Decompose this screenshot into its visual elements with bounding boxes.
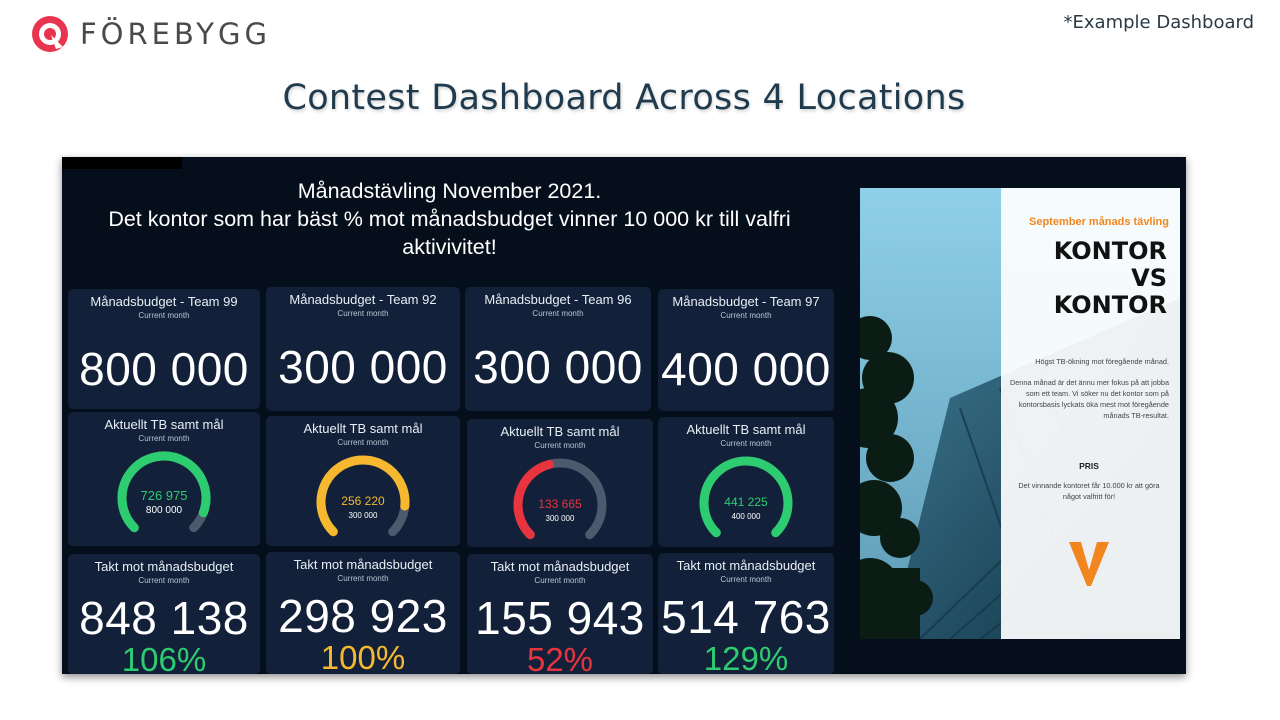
headline-line-1: Månadstävling November 2021. bbox=[297, 179, 602, 203]
tile-title: Aktuellt TB samt mål bbox=[686, 422, 806, 437]
tile-subtitle: Current month bbox=[720, 439, 772, 448]
pace-tile-team-92: Takt mot månadsbudget Current month 298 … bbox=[266, 552, 460, 674]
budget-tile-team-97: Månadsbudget - Team 97 Current month 400… bbox=[658, 289, 834, 411]
tile-subtitle: Current month bbox=[138, 311, 190, 320]
tile-title: Aktuellt TB samt mål bbox=[104, 417, 224, 432]
gauge-goal: 400 000 bbox=[731, 512, 761, 521]
gauge: 256 220 300 000 bbox=[309, 452, 417, 552]
poster-headline-line: KONTOR bbox=[1053, 291, 1167, 319]
poster-prize-label: PRIS bbox=[1079, 461, 1099, 471]
budget-value: 400 000 bbox=[661, 343, 831, 395]
tile-title: Månadsbudget - Team 99 bbox=[90, 294, 238, 309]
pace-tile-team-97: Takt mot månadsbudget Current month 514 … bbox=[658, 553, 834, 674]
tile-title: Takt mot månadsbudget bbox=[94, 559, 234, 574]
budget-tile-team-99: Månadsbudget - Team 99 Current month 800… bbox=[68, 289, 260, 409]
brand-logo: FÖREBYGG bbox=[30, 14, 271, 54]
budget-value: 300 000 bbox=[473, 341, 643, 393]
gauge-tile-team-96: Aktuellt TB samt mål Current month 133 6… bbox=[467, 419, 653, 547]
gauge-tile-team-99: Aktuellt TB samt mål Current month 726 9… bbox=[68, 412, 260, 546]
pace-percent: 106% bbox=[121, 641, 207, 675]
contest-poster: September månads tävling KONTOR VS KONTO… bbox=[860, 188, 1180, 639]
tile-subtitle: Current month bbox=[720, 311, 772, 320]
tile-title: Månadsbudget - Team 97 bbox=[672, 294, 820, 309]
budget-tile-team-96: Månadsbudget - Team 96 Current month 300… bbox=[465, 287, 651, 411]
gauge-tile-team-97: Aktuellt TB samt mål Current month 441 2… bbox=[658, 417, 834, 547]
poster-text-1: Högst TB-ökning mot föregående månad. bbox=[1035, 357, 1169, 366]
tile-subtitle: Current month bbox=[532, 309, 584, 318]
poster-headline-line: VS bbox=[1131, 264, 1167, 292]
budget-value: 800 000 bbox=[79, 343, 249, 395]
tile-title: Månadsbudget - Team 96 bbox=[484, 292, 632, 307]
pace-tile-team-96: Takt mot månadsbudget Current month 155 … bbox=[467, 554, 653, 674]
tile-subtitle: Current month bbox=[138, 434, 190, 443]
budget-tile-team-92: Månadsbudget - Team 92 Current month 300… bbox=[266, 287, 460, 411]
budget-value: 300 000 bbox=[278, 341, 448, 393]
gauge: 726 975 800 000 bbox=[110, 448, 218, 548]
pace-percent: 129% bbox=[703, 640, 789, 675]
tile-title: Takt mot månadsbudget bbox=[490, 559, 630, 574]
pace-tile-team-99: Takt mot månadsbudget Current month 848 … bbox=[68, 554, 260, 674]
example-note: *Example Dashboard bbox=[1063, 12, 1254, 33]
gauge-value: 726 975 bbox=[140, 488, 188, 503]
gauge-value: 133 665 bbox=[538, 497, 582, 511]
pace-value: 848 138 bbox=[79, 592, 249, 644]
poster-text-2: Denna månad är det ännu mer fokus på att… bbox=[1009, 378, 1169, 420]
pace-value: 298 923 bbox=[278, 590, 448, 642]
tile-subtitle: Current month bbox=[337, 309, 389, 318]
dashboard-headline: Månadstävling November 2021. Det kontor … bbox=[72, 177, 827, 261]
gauge: 441 225 400 000 bbox=[692, 453, 800, 553]
gauge-goal: 300 000 bbox=[348, 511, 378, 520]
gauge: 133 665 300 000 bbox=[506, 455, 614, 555]
poster-headline-line: KONTOR bbox=[1053, 237, 1167, 265]
tile-subtitle: Current month bbox=[720, 575, 772, 584]
gauge-tile-team-92: Aktuellt TB samt mål Current month 256 2… bbox=[266, 416, 460, 546]
tile-subtitle: Current month bbox=[534, 576, 586, 585]
tile-title: Aktuellt TB samt mål bbox=[500, 424, 620, 439]
dashboard-corner bbox=[62, 157, 182, 169]
brand-logo-icon bbox=[32, 16, 68, 52]
pace-value: 155 943 bbox=[475, 592, 645, 644]
tile-subtitle: Current month bbox=[337, 438, 389, 447]
tile-title: Månadsbudget - Team 92 bbox=[289, 292, 437, 307]
v-logo-icon bbox=[1069, 542, 1109, 586]
pace-percent: 100% bbox=[320, 639, 406, 675]
tile-title: Aktuellt TB samt mål bbox=[303, 421, 423, 436]
dashboard-screen: Månadstävling November 2021. Det kontor … bbox=[62, 157, 1186, 674]
gauge-goal: 300 000 bbox=[545, 514, 575, 523]
poster-kicker: September månads tävling bbox=[1029, 216, 1169, 228]
tile-subtitle: Current month bbox=[534, 441, 586, 450]
slide-title: Contest Dashboard Across 4 Locations bbox=[282, 78, 966, 118]
tile-subtitle: Current month bbox=[138, 576, 190, 585]
pace-value: 514 763 bbox=[661, 591, 831, 643]
gauge-value: 441 225 bbox=[724, 495, 768, 509]
poster-text-panel: September månads tävling KONTOR VS KONTO… bbox=[1001, 188, 1180, 639]
poster-prize-text: Det vinnande kontoret får 10.000 kr att … bbox=[1018, 481, 1160, 501]
poster-headline: KONTOR VS KONTOR bbox=[1001, 238, 1167, 319]
tile-subtitle: Current month bbox=[337, 574, 389, 583]
headline-line-2: Det kontor som har bäst % mot månadsbudg… bbox=[108, 207, 791, 259]
brand-name: FÖREBYGG bbox=[80, 17, 271, 51]
tile-title: Takt mot månadsbudget bbox=[676, 558, 816, 573]
gauge-goal: 800 000 bbox=[145, 505, 183, 516]
gauge-value: 256 220 bbox=[341, 494, 385, 508]
tile-title: Takt mot månadsbudget bbox=[293, 557, 433, 572]
pace-percent: 52% bbox=[526, 641, 594, 675]
